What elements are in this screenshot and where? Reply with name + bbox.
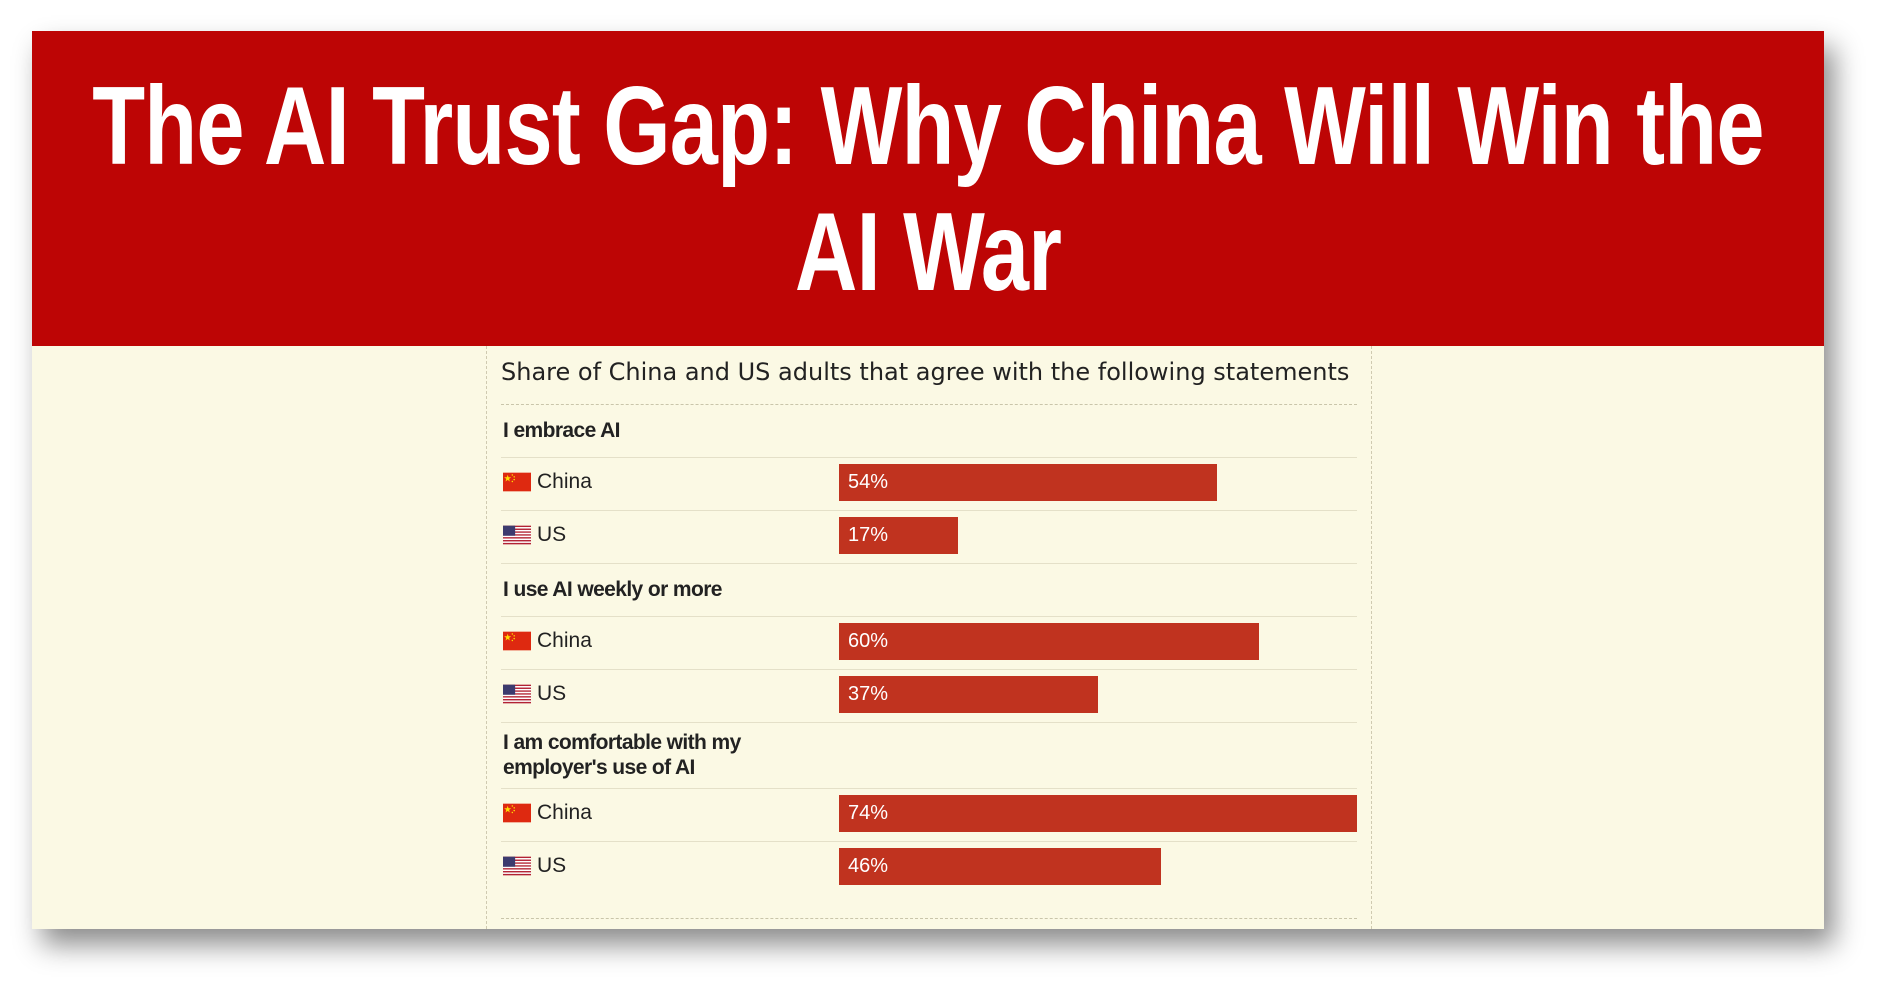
china-row-label: China <box>503 629 592 653</box>
country-label: China <box>537 801 592 824</box>
country-label: US <box>537 682 567 705</box>
china-flag-icon <box>503 803 531 823</box>
bar-chart: Share of China and US adults that agree … <box>486 346 1372 929</box>
statement-label: I use AI weekly or more <box>503 578 722 601</box>
bar-us: 37% <box>839 676 1098 713</box>
us-row-label: US <box>503 854 566 878</box>
divider <box>501 404 1357 405</box>
us-row-label: US <box>503 523 566 547</box>
country-label: US <box>537 523 567 546</box>
country-label: China <box>537 470 592 493</box>
bar-value-label: 46% <box>848 855 889 877</box>
divider <box>501 918 1357 919</box>
bar-us: 17% <box>839 517 958 554</box>
bar-value-label: 37% <box>848 683 889 705</box>
statement-label: I embrace AI <box>503 419 621 442</box>
divider <box>501 563 1357 564</box>
bar-us: 46% <box>839 848 1161 885</box>
bar-value-label: 60% <box>848 630 889 652</box>
china-flag-icon <box>503 631 531 651</box>
article-card: The AI Trust Gap: Why China Will Win the… <box>32 31 1824 929</box>
us-row-label: US <box>503 682 566 706</box>
divider <box>501 841 1357 842</box>
china-row-label: China <box>503 801 592 825</box>
divider <box>501 616 1357 617</box>
statement-label: I am comfortable with my employer's use … <box>503 731 741 779</box>
bar-value-label: 74% <box>848 802 889 824</box>
us-flag-icon <box>503 684 531 704</box>
divider <box>501 457 1357 458</box>
bar-value-label: 54% <box>848 471 889 493</box>
bar-china: 54% <box>839 464 1217 501</box>
divider <box>501 669 1357 670</box>
bar-value-label: 17% <box>848 524 889 546</box>
headline-banner: The AI Trust Gap: Why China Will Win the… <box>32 31 1824 346</box>
headline: The AI Trust Gap: Why China Will Win the… <box>92 63 1764 314</box>
china-row-label: China <box>503 470 592 494</box>
bar-china: 60% <box>839 623 1259 660</box>
bar-china: 74% <box>839 795 1357 832</box>
country-label: US <box>537 854 567 877</box>
divider <box>501 788 1357 789</box>
chart-title: Share of China and US adults that agree … <box>501 358 1350 386</box>
us-flag-icon <box>503 856 531 876</box>
divider <box>501 510 1357 511</box>
us-flag-icon <box>503 525 531 545</box>
divider <box>501 722 1357 723</box>
china-flag-icon <box>503 472 531 492</box>
country-label: China <box>537 629 592 652</box>
